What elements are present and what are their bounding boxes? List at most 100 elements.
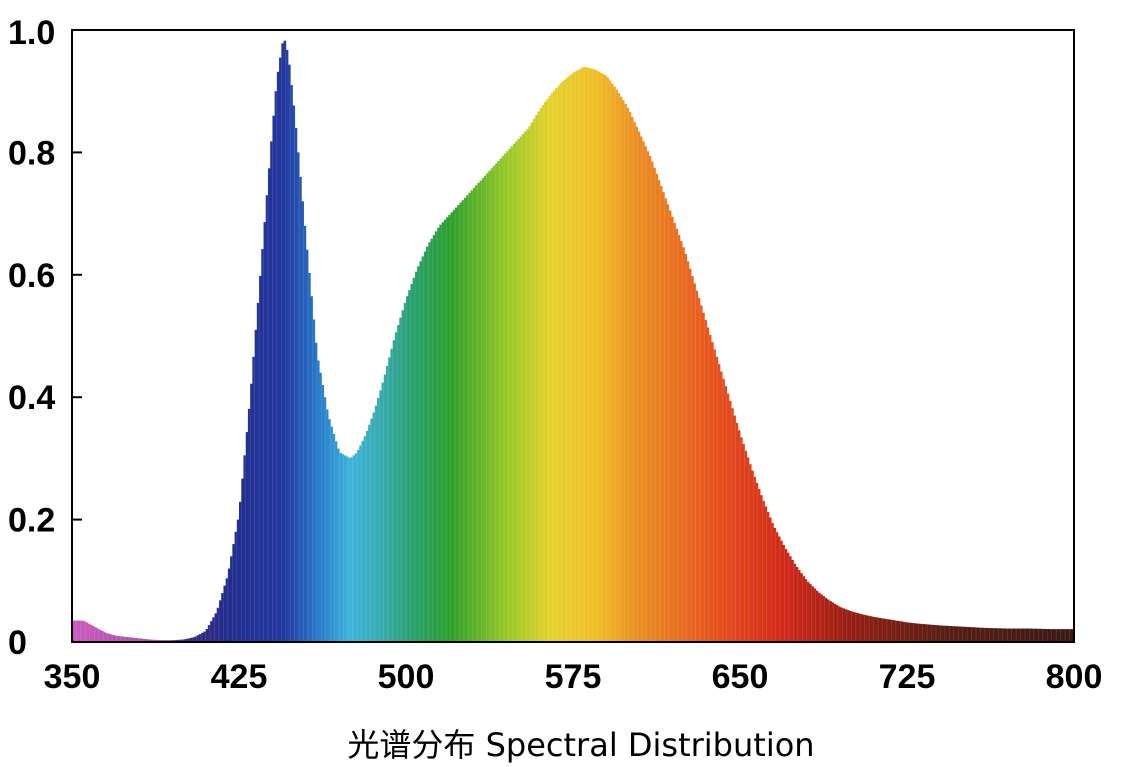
spectrum-bar xyxy=(1042,628,1046,642)
spectrum-bar xyxy=(410,283,414,642)
spectrum-bar xyxy=(1018,628,1021,642)
spectrum-bar xyxy=(105,633,109,642)
spectrum-bar xyxy=(777,536,781,642)
spectrum-bar xyxy=(639,136,643,643)
spectrum-bar xyxy=(608,80,612,643)
spectrum-bar xyxy=(951,626,955,642)
spectrum-bar xyxy=(891,620,895,642)
spectrum-bar xyxy=(766,511,770,642)
spectrum-bar xyxy=(1036,628,1039,642)
spectrum-bar xyxy=(463,197,467,642)
spectrum-bar xyxy=(336,448,340,642)
spectrum-bars xyxy=(71,40,1075,643)
spectrum-bar xyxy=(521,134,525,643)
spectrum-bar xyxy=(156,639,160,642)
spectrum-bar xyxy=(637,131,641,642)
spectrum-bar xyxy=(100,630,104,642)
spectrum-bar xyxy=(648,156,652,642)
spectrum-bar xyxy=(388,357,391,642)
spectrum-bar xyxy=(270,141,273,642)
spectrum-bar xyxy=(212,617,215,642)
spectrum-bar xyxy=(178,639,182,642)
spectrum-bar xyxy=(604,75,607,643)
spectrum-bar xyxy=(806,581,810,642)
spectrum-bar xyxy=(287,64,291,643)
spectrum-bar xyxy=(312,319,316,642)
spectrum-bar xyxy=(334,441,338,642)
spectrum-bar xyxy=(136,638,140,642)
spectrum-bar xyxy=(152,639,155,642)
spectrum-bar xyxy=(740,437,743,642)
spectrum-bar xyxy=(568,75,572,643)
spectrum-bar xyxy=(328,419,331,642)
spectrum-bar xyxy=(699,305,703,642)
spectrum-bar xyxy=(927,624,930,642)
spectrum-bar xyxy=(599,72,603,643)
spectrum-bar xyxy=(546,98,549,643)
spectrum-bar xyxy=(969,627,972,642)
spectrum-bar xyxy=(352,455,356,642)
spectrum-bar xyxy=(432,235,436,642)
x-tick-label: 350 xyxy=(44,658,101,696)
spectrum-bar xyxy=(272,115,276,643)
spectrum-bar xyxy=(372,412,376,642)
spectrum-bar xyxy=(501,156,505,642)
spectrum-bar xyxy=(341,454,345,642)
spectrum-bar xyxy=(717,364,721,642)
spectrum-bar xyxy=(414,271,418,642)
spectrum-bar xyxy=(541,104,545,643)
spectrum-bar xyxy=(466,195,469,643)
spectrum-bar xyxy=(301,201,304,643)
spectrum-bar xyxy=(973,627,977,642)
spectrum-bar xyxy=(702,312,705,642)
spectrum-bar xyxy=(406,296,409,642)
spectrum-bar xyxy=(381,382,385,642)
spectrum-bar xyxy=(1040,628,1044,642)
spectrum-bar xyxy=(835,605,839,642)
spectrum-bar xyxy=(503,153,507,642)
spectrum-bar xyxy=(1060,629,1064,642)
spectrum-bar xyxy=(443,219,447,642)
spectrum-bar xyxy=(675,228,679,642)
spectrum-bar xyxy=(321,384,325,642)
spectrum-bar xyxy=(374,405,378,642)
spectrum-bar xyxy=(996,628,999,642)
spectrum-bar xyxy=(579,68,583,642)
spectrum-bar xyxy=(757,489,761,642)
spectrum-bar xyxy=(259,276,262,642)
spectrum-bar xyxy=(1067,629,1070,642)
spectrum-bar xyxy=(1020,628,1024,642)
spectrum-bar xyxy=(858,613,861,642)
spectrum-bar xyxy=(403,302,407,642)
spectrum-bar xyxy=(308,272,311,642)
spectrum-bar xyxy=(314,342,318,642)
spectrum-bar xyxy=(561,81,565,643)
spectrum-bar xyxy=(731,408,734,642)
spectrum-bar xyxy=(659,186,663,642)
spectrum-bar xyxy=(704,320,707,642)
spectrum-bar xyxy=(1027,628,1030,642)
spectrum-bar xyxy=(89,624,93,642)
spectrum-bar xyxy=(831,602,834,642)
spectrum-bar xyxy=(768,517,772,642)
spectrum-bar xyxy=(982,627,986,642)
spectrum-bar xyxy=(123,636,126,642)
spectrum-bar xyxy=(390,348,394,642)
spectrum-bar xyxy=(735,422,739,642)
x-axis-label: 光谱分布 Spectral Distribution xyxy=(347,726,814,764)
spectrum-bar xyxy=(399,317,402,642)
x-tick-label: 575 xyxy=(545,658,602,696)
spectrum-bar xyxy=(510,146,514,642)
spectrum-bar xyxy=(911,623,915,642)
spectrum-bar xyxy=(138,638,142,642)
spectrum-bar xyxy=(472,187,476,642)
spectrum-bar xyxy=(728,400,732,642)
spectrum-bar xyxy=(1031,628,1035,642)
spectrum-bar xyxy=(461,200,465,642)
spectrum-bar xyxy=(80,620,84,642)
spectrum-bar xyxy=(942,625,946,642)
spectrum-bar xyxy=(677,235,681,642)
spectrum-bar xyxy=(991,628,995,642)
spectrum-bar xyxy=(931,624,935,642)
spectrum-bar xyxy=(468,192,471,643)
